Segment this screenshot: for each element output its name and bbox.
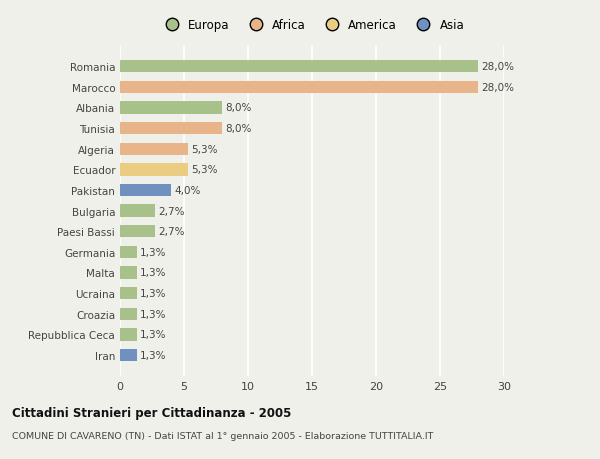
Bar [120,185,171,197]
Text: 8,0%: 8,0% [226,103,252,113]
Text: 8,0%: 8,0% [226,124,252,134]
Legend: Europa, Africa, America, Asia: Europa, Africa, America, Asia [160,19,464,32]
Text: COMUNE DI CAVARENO (TN) - Dati ISTAT al 1° gennaio 2005 - Elaborazione TUTTITALI: COMUNE DI CAVARENO (TN) - Dati ISTAT al … [12,431,433,441]
Text: 1,3%: 1,3% [140,309,166,319]
Text: 5,3%: 5,3% [191,145,218,154]
Text: 28,0%: 28,0% [482,83,515,93]
Bar [120,287,137,300]
Bar [120,329,137,341]
Text: 28,0%: 28,0% [482,62,515,72]
Bar [120,82,478,94]
Text: 5,3%: 5,3% [191,165,218,175]
Text: 1,3%: 1,3% [140,330,166,340]
Text: 1,3%: 1,3% [140,247,166,257]
Bar [120,308,137,320]
Bar [120,225,155,238]
Bar [120,61,478,73]
Text: 1,3%: 1,3% [140,288,166,298]
Bar [120,164,188,176]
Bar [120,123,223,135]
Bar [120,349,137,361]
Text: 1,3%: 1,3% [140,350,166,360]
Bar [120,143,188,156]
Text: 4,0%: 4,0% [175,185,201,196]
Text: Cittadini Stranieri per Cittadinanza - 2005: Cittadini Stranieri per Cittadinanza - 2… [12,406,292,419]
Bar [120,267,137,279]
Text: 2,7%: 2,7% [158,206,184,216]
Text: 1,3%: 1,3% [140,268,166,278]
Bar [120,246,137,258]
Bar [120,102,223,114]
Text: 2,7%: 2,7% [158,227,184,237]
Bar [120,205,155,217]
